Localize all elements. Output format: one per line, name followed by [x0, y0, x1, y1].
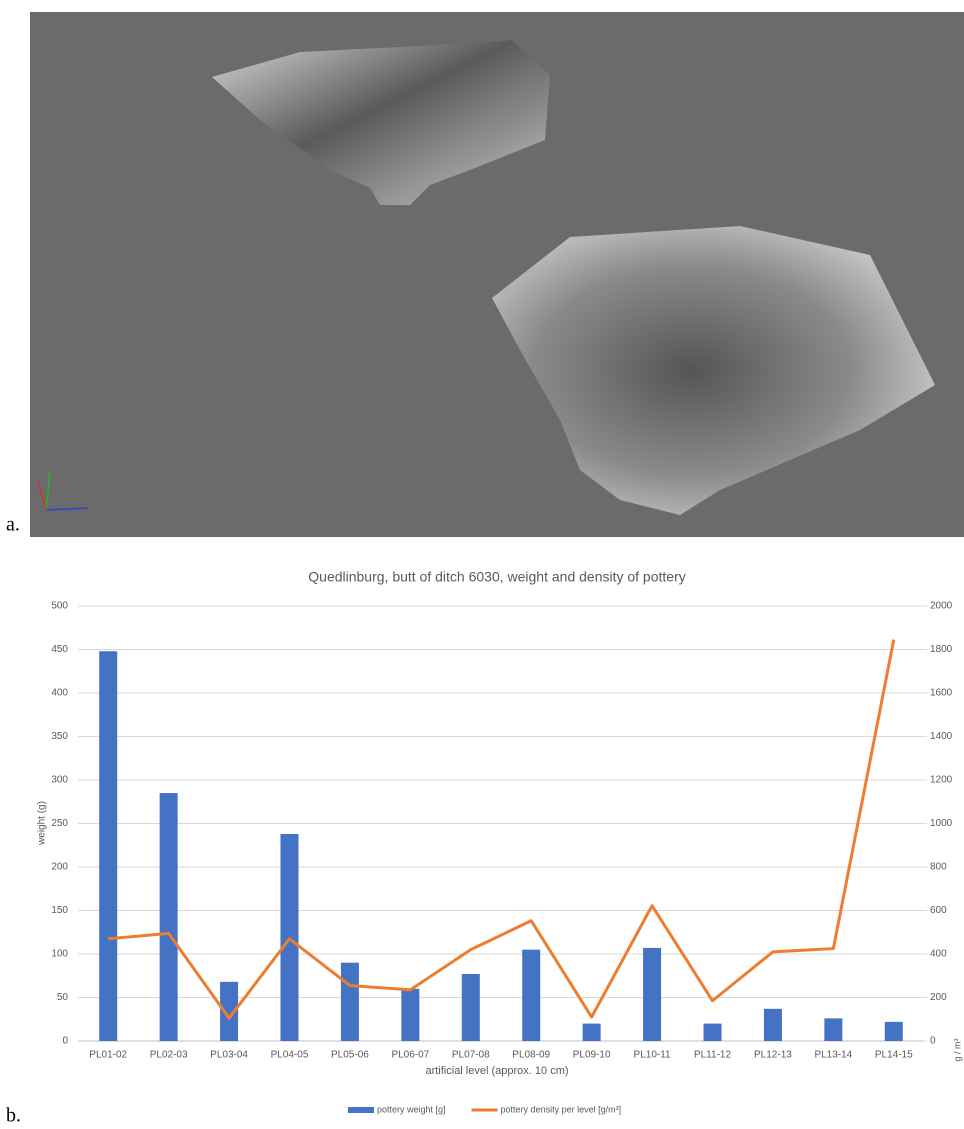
- y-tick-label: 500: [51, 601, 68, 612]
- y-tick-label: 250: [51, 818, 68, 829]
- x-tick-label: PL08-09: [512, 1050, 550, 1061]
- bar: [583, 1024, 601, 1041]
- bar: [643, 948, 661, 1041]
- y-tick-label: 150: [51, 905, 68, 916]
- bar: [462, 974, 480, 1041]
- y2-tick-label: 1000: [930, 818, 953, 829]
- x-tick-label: PL06-07: [391, 1050, 429, 1061]
- y-axis-label: weight (g): [37, 801, 48, 846]
- y2-tick-label: 600: [930, 905, 947, 916]
- x-tick-label: PL03-04: [210, 1050, 248, 1061]
- x-tick-label: PL04-05: [271, 1050, 309, 1061]
- panel-label: b.: [6, 1105, 21, 1124]
- y-tick-label: 300: [51, 775, 68, 786]
- x-tick-label: PL05-06: [331, 1050, 369, 1061]
- y-tick-label: 50: [57, 992, 69, 1003]
- x-tick-label: PL02-03: [150, 1050, 188, 1061]
- bar: [704, 1024, 722, 1041]
- figure: a. b. Quedlinburg, butt of ditch 6030, w…: [0, 0, 964, 1124]
- y2-tick-label: 1600: [930, 688, 953, 699]
- y2-tick-label: 1800: [930, 644, 953, 655]
- x-tick-label: PL01-02: [89, 1050, 127, 1061]
- line: [108, 640, 894, 1018]
- bar: [824, 1018, 842, 1041]
- y-tick-label: 400: [51, 688, 68, 699]
- y-tick-label: 450: [51, 644, 68, 655]
- panel-label: a.: [6, 514, 20, 536]
- x-tick-label: PL13-14: [814, 1050, 852, 1061]
- y2-tick-label: 2000: [930, 601, 953, 612]
- bar: [341, 963, 359, 1041]
- y2-axis-label: g / m³: [952, 1038, 962, 1061]
- bar: [522, 950, 540, 1041]
- y-tick-label: 0: [62, 1036, 68, 1047]
- x-tick-label: PL14-15: [875, 1050, 913, 1061]
- y-tick-label: 200: [51, 862, 68, 873]
- y-tick-label: 100: [51, 949, 68, 960]
- x-tick-label: PL09-10: [573, 1050, 611, 1061]
- y2-tick-label: 800: [930, 862, 947, 873]
- y2-tick-label: 0: [930, 1036, 936, 1047]
- bar: [401, 989, 419, 1041]
- bar: [885, 1022, 903, 1041]
- legend-swatch: [348, 1107, 374, 1113]
- y2-tick-label: 200: [930, 992, 947, 1003]
- x-tick-label: PL12-13: [754, 1050, 792, 1061]
- bar: [99, 651, 117, 1041]
- y2-tick-label: 400: [930, 949, 947, 960]
- x-axis-label: artificial level (approx. 10 cm): [425, 1065, 568, 1077]
- y-tick-label: 350: [51, 731, 68, 742]
- x-tick-label: PL11-12: [694, 1050, 732, 1061]
- legend-label: pottery weight [g]: [377, 1104, 446, 1114]
- x-tick-label: PL10-11: [634, 1050, 672, 1061]
- y2-tick-label: 1400: [930, 731, 953, 742]
- bar: [160, 793, 178, 1041]
- legend-label: pottery density per level [g/m³]: [501, 1104, 622, 1114]
- y2-tick-label: 1200: [930, 775, 953, 786]
- x-tick-label: PL07-08: [452, 1050, 490, 1061]
- bar: [764, 1009, 782, 1041]
- chart-title: Quedlinburg, butt of ditch 6030, weight …: [308, 569, 685, 585]
